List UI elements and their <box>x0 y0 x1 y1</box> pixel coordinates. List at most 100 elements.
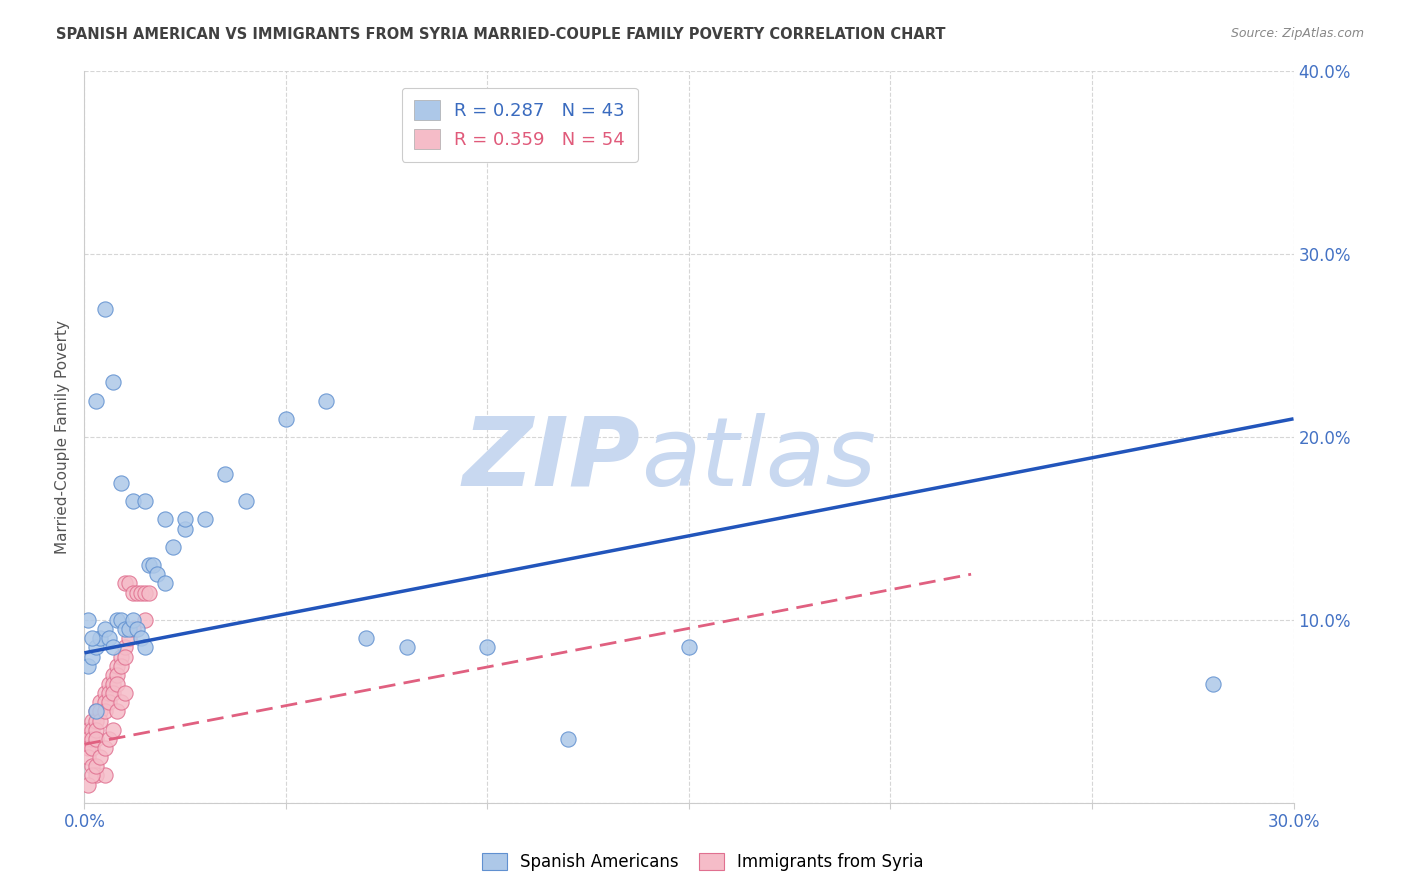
Point <box>89 632 111 646</box>
Point <box>121 622 143 636</box>
Point <box>162 540 184 554</box>
Point <box>86 723 108 737</box>
Point <box>477 640 499 655</box>
Point <box>356 632 378 646</box>
Point <box>114 622 136 636</box>
Point <box>105 677 128 691</box>
Point <box>101 723 124 737</box>
Point <box>134 640 156 655</box>
Point <box>118 632 141 646</box>
Point <box>110 695 132 709</box>
Point <box>114 686 136 700</box>
Point <box>97 632 120 646</box>
Point <box>125 622 148 636</box>
Point <box>86 705 108 719</box>
Point <box>82 768 104 782</box>
Point <box>194 512 217 526</box>
Point <box>93 705 115 719</box>
Text: atlas: atlas <box>641 412 876 506</box>
Point <box>114 576 136 591</box>
Point <box>77 658 100 673</box>
Point <box>315 393 337 408</box>
Point <box>110 658 132 673</box>
Point <box>93 768 115 782</box>
Point <box>77 731 100 746</box>
Point <box>110 613 132 627</box>
Point <box>1202 677 1225 691</box>
Point <box>557 731 579 746</box>
Point <box>93 622 115 636</box>
Point <box>93 301 115 317</box>
Point <box>101 640 124 655</box>
Point <box>138 558 160 573</box>
Point <box>105 705 128 719</box>
Point <box>174 512 197 526</box>
Point <box>82 759 104 773</box>
Point <box>174 521 197 535</box>
Text: ZIP: ZIP <box>463 412 641 506</box>
Point <box>93 695 115 709</box>
Point <box>89 714 111 728</box>
Point <box>121 494 143 508</box>
Point <box>86 759 108 773</box>
Point <box>82 740 104 755</box>
Y-axis label: Married-Couple Family Poverty: Married-Couple Family Poverty <box>55 320 70 554</box>
Point <box>118 622 141 636</box>
Point <box>214 467 236 481</box>
Point <box>129 585 152 599</box>
Point <box>235 494 257 508</box>
Point <box>101 667 124 681</box>
Point <box>77 778 100 792</box>
Point <box>86 393 108 408</box>
Point <box>395 640 418 655</box>
Point <box>89 695 111 709</box>
Point <box>153 512 176 526</box>
Point <box>129 632 152 646</box>
Point <box>89 750 111 764</box>
Point <box>114 640 136 655</box>
Legend: Spanish Americans, Immigrants from Syria: Spanish Americans, Immigrants from Syria <box>474 845 932 880</box>
Point <box>121 613 143 627</box>
Text: SPANISH AMERICAN VS IMMIGRANTS FROM SYRIA MARRIED-COUPLE FAMILY POVERTY CORRELAT: SPANISH AMERICAN VS IMMIGRANTS FROM SYRI… <box>56 27 946 42</box>
Point <box>101 686 124 700</box>
Point <box>82 632 104 646</box>
Point <box>86 705 108 719</box>
Point <box>110 649 132 664</box>
Text: Source: ZipAtlas.com: Source: ZipAtlas.com <box>1230 27 1364 40</box>
Point <box>93 740 115 755</box>
Point <box>89 705 111 719</box>
Point <box>134 585 156 599</box>
Point <box>110 475 132 490</box>
Point <box>101 677 124 691</box>
Point <box>77 750 100 764</box>
Point <box>153 576 176 591</box>
Point <box>86 768 108 782</box>
Point <box>97 695 120 709</box>
Point <box>138 585 160 599</box>
Point <box>77 723 100 737</box>
Point <box>82 723 104 737</box>
Point <box>105 658 128 673</box>
Point <box>82 714 104 728</box>
Point <box>134 494 156 508</box>
Point <box>97 686 120 700</box>
Point <box>146 567 169 582</box>
Point <box>82 649 104 664</box>
Point <box>86 731 108 746</box>
Point <box>105 613 128 627</box>
Point <box>82 731 104 746</box>
Point <box>101 375 124 389</box>
Point <box>121 585 143 599</box>
Point <box>142 558 165 573</box>
Point <box>86 640 108 655</box>
Point <box>114 649 136 664</box>
Point <box>97 677 120 691</box>
Point <box>93 686 115 700</box>
Point <box>118 576 141 591</box>
Point <box>77 740 100 755</box>
Point <box>125 585 148 599</box>
Legend: R = 0.287   N = 43, R = 0.359   N = 54: R = 0.287 N = 43, R = 0.359 N = 54 <box>402 87 637 161</box>
Point <box>105 667 128 681</box>
Point <box>678 640 700 655</box>
Point <box>77 613 100 627</box>
